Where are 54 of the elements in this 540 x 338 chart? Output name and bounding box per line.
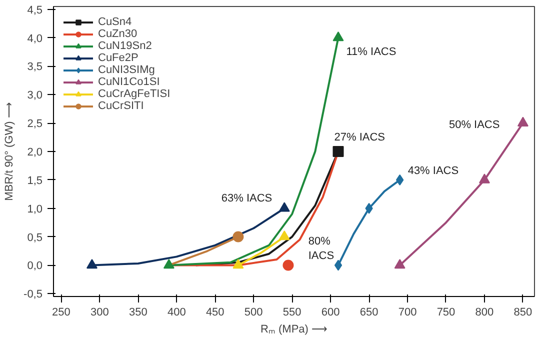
y-axis-title: MBR/t 90° (GW) ⟶	[4, 102, 16, 201]
legend-label: CuN19Sn2	[98, 40, 152, 52]
point	[232, 258, 244, 269]
legend-label: CuNI1Co1SI	[98, 76, 160, 88]
legend-label: CuFe2P	[98, 52, 138, 64]
y-tick-label: 1,5	[27, 174, 43, 187]
point	[394, 258, 406, 269]
point	[278, 230, 290, 240]
point	[517, 116, 528, 126]
point	[334, 260, 342, 271]
x-tick-label: 450	[206, 306, 224, 318]
annotation: 50% IACS	[448, 119, 500, 132]
x-tick-label: 350	[128, 306, 148, 318]
x-tick-label: 750	[436, 306, 456, 318]
y-tick-label: 3,5	[27, 61, 43, 74]
y-tick-label: 2,5	[27, 118, 43, 130]
legend-label: CuCrAgFeTISI	[98, 88, 170, 100]
x-tick-label: 600	[321, 306, 340, 318]
y-tick-label: 4,0	[27, 32, 43, 45]
legend-label: CuSn4	[98, 16, 132, 28]
annotation: 43% IACS	[408, 164, 459, 177]
y-tick-label: 3,0	[27, 90, 43, 102]
point	[396, 174, 404, 186]
annotation: 63% IACS	[221, 192, 272, 204]
annotation: 27% IACS	[334, 132, 385, 144]
point	[232, 231, 244, 242]
y-tick-label: 0,5	[27, 232, 43, 244]
x-tick-label: 650	[360, 306, 378, 318]
x-tick-label: 300	[90, 306, 109, 318]
point	[332, 146, 344, 157]
x-tick-label: 400	[167, 306, 186, 318]
x-tick-label: 850	[514, 306, 532, 318]
point	[282, 260, 294, 271]
x-tick-label: 800	[475, 306, 494, 318]
annotation: 11% IACS	[346, 46, 396, 58]
y-tick-label: 0,0	[27, 260, 43, 272]
legend-label: CuCrSITI	[98, 100, 144, 112]
point	[86, 258, 98, 269]
x-tick-label: 700	[398, 306, 417, 318]
y-tick-label: 1,0	[27, 203, 43, 216]
y-tick-label: 2,0	[27, 146, 43, 158]
legend-label: CuZn30	[98, 28, 138, 40]
legend-label: CuNI3SIMg	[98, 64, 155, 76]
y-tick-label: 4,5	[27, 4, 43, 16]
point	[332, 32, 344, 42]
y-tick-label: -0,5	[24, 288, 43, 301]
x-tick-label: 250	[52, 306, 70, 318]
point	[278, 202, 290, 212]
point	[478, 174, 490, 184]
x-tick-label: 500	[244, 306, 263, 318]
annotation: 80% IACS	[308, 235, 334, 262]
x-tick-label: 550	[282, 306, 302, 318]
point	[163, 258, 174, 269]
x-axis-title: Rₘ (MPa) ⟶	[260, 324, 328, 336]
